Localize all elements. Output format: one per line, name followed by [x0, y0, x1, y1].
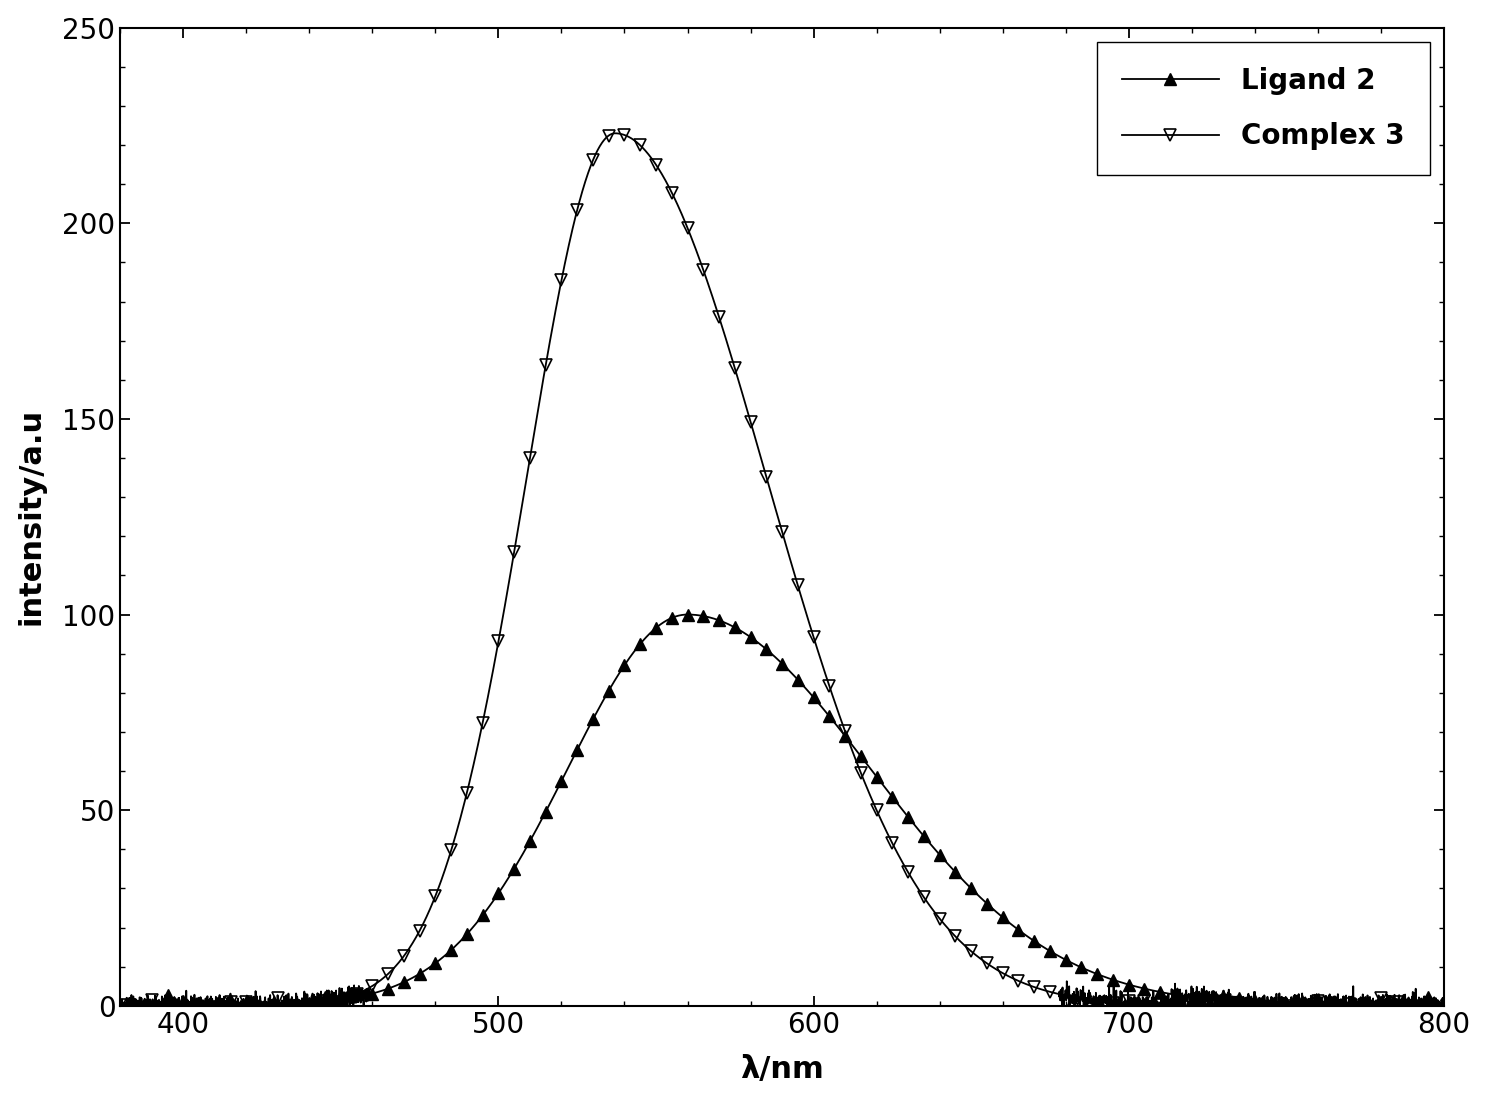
Legend: Ligand 2, Complex 3: Ligand 2, Complex 3: [1097, 42, 1430, 175]
Y-axis label: intensity/a.u: intensity/a.u: [16, 408, 46, 625]
X-axis label: λ/nm: λ/nm: [741, 1056, 824, 1084]
